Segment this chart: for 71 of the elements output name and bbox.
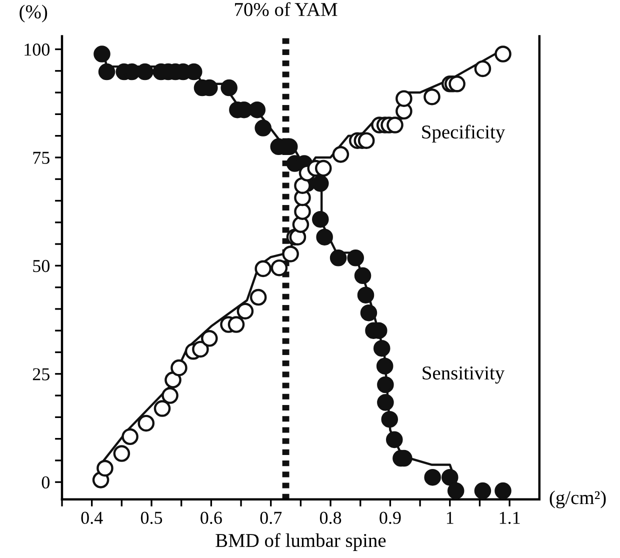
x-tick-label: 0.7 xyxy=(260,512,282,524)
point xyxy=(386,116,404,134)
series-label: Sensitivity xyxy=(422,366,505,384)
point xyxy=(386,431,403,448)
point xyxy=(113,445,130,462)
x-tick-label: 1 xyxy=(446,512,454,524)
point xyxy=(94,46,110,62)
point xyxy=(494,482,512,500)
point xyxy=(250,288,267,306)
point xyxy=(122,428,138,446)
point xyxy=(316,228,333,246)
point xyxy=(192,340,209,358)
point xyxy=(377,376,394,394)
y-axis-title: (%) xyxy=(20,4,48,22)
x-tick-label: 1.1 xyxy=(500,512,520,524)
x-tick-label: 0.6 xyxy=(200,512,222,524)
point xyxy=(170,359,188,376)
point xyxy=(282,246,299,262)
point xyxy=(294,203,311,220)
point xyxy=(474,60,492,78)
point xyxy=(312,210,329,228)
point xyxy=(236,302,254,320)
point xyxy=(314,160,332,177)
x-tick-label: 0.8 xyxy=(320,512,342,524)
point xyxy=(494,46,512,62)
y-tick-label: 25 xyxy=(32,368,50,380)
point xyxy=(360,304,378,322)
point xyxy=(357,286,374,304)
point xyxy=(248,101,266,118)
point xyxy=(254,260,272,278)
point xyxy=(138,414,155,432)
point xyxy=(332,146,350,163)
x-tick-label: 0.5 xyxy=(140,512,162,524)
point xyxy=(381,410,398,428)
x-tick-label: 0.4 xyxy=(81,512,103,524)
point xyxy=(354,267,372,284)
point xyxy=(98,63,116,80)
y-tick-label: 100 xyxy=(24,44,50,56)
x-tick-label: 0.9 xyxy=(380,512,401,524)
ref-line-label: 70% of YAM xyxy=(235,2,338,16)
point xyxy=(228,316,245,333)
y-tick-label: 0 xyxy=(42,476,50,489)
y-tick-label: 50 xyxy=(33,260,50,272)
point xyxy=(377,394,394,411)
series-label: Specificity xyxy=(422,124,506,143)
point xyxy=(136,63,154,80)
point xyxy=(294,177,311,194)
point xyxy=(254,120,272,136)
point xyxy=(424,468,441,486)
point xyxy=(154,400,171,417)
point xyxy=(448,75,466,92)
point xyxy=(201,330,218,347)
point xyxy=(474,482,492,500)
point xyxy=(441,468,458,486)
point xyxy=(162,387,178,404)
x-axis-title: BMD of lumbar spine xyxy=(216,533,386,551)
point xyxy=(373,340,390,357)
text: (g/cm²) xyxy=(550,490,606,508)
point xyxy=(424,88,440,106)
point xyxy=(376,358,394,374)
point xyxy=(220,79,238,96)
point xyxy=(347,249,364,266)
point xyxy=(96,460,114,477)
point xyxy=(396,90,412,107)
point xyxy=(312,175,329,192)
point xyxy=(330,249,347,266)
point xyxy=(270,259,288,276)
point xyxy=(164,372,182,388)
point xyxy=(447,482,464,500)
point xyxy=(358,132,375,149)
y-tick-label: 75 xyxy=(33,152,50,164)
